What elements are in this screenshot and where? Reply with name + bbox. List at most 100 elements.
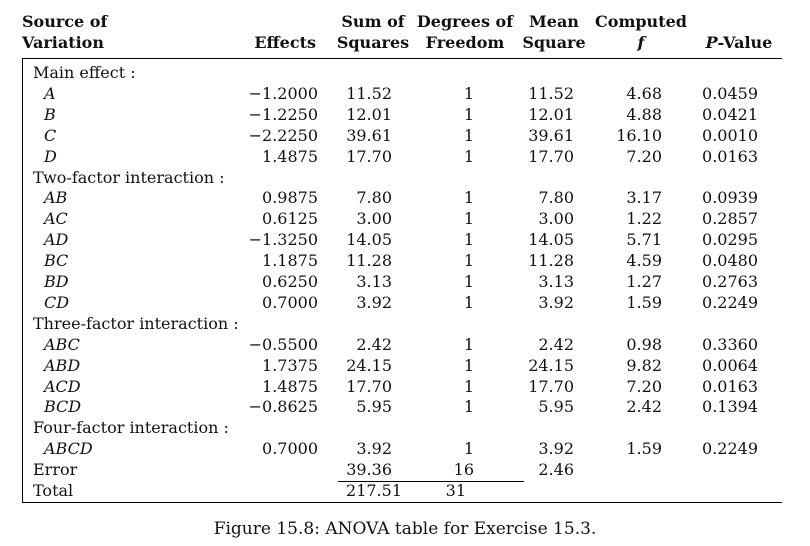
effect-cell: −0.8625 xyxy=(248,397,318,417)
computed-f-cell: 2.42 xyxy=(626,397,662,417)
subtotal-rule xyxy=(338,481,524,482)
mean-square-cell: 7.80 xyxy=(538,188,574,208)
sum-of-squares-cell: 3.92 xyxy=(356,292,392,312)
computed-f-cell: 1.59 xyxy=(626,292,662,312)
mean-square-cell: 24.15 xyxy=(528,355,574,375)
effect-cell: −0.5500 xyxy=(248,334,318,354)
computed-f-cell: 1.22 xyxy=(626,209,662,229)
header-f-line1: Computed xyxy=(595,12,687,31)
error-ss-cell: 39.36 xyxy=(346,460,392,480)
degrees-of-freedom-cell: 1 xyxy=(463,292,474,312)
group-label: Two-factor interaction : xyxy=(33,167,225,187)
sum-of-squares-cell: 12.01 xyxy=(346,104,392,124)
computed-f-cell: 0.98 xyxy=(626,334,662,354)
effect-cell: −1.2000 xyxy=(248,83,318,103)
computed-f-cell: 3.17 xyxy=(626,188,662,208)
degrees-of-freedom-cell: 1 xyxy=(463,272,474,291)
header-ms-line2: Square xyxy=(522,33,586,52)
source-cell: ACD xyxy=(44,376,81,396)
degrees-of-freedom-cell: 1 xyxy=(463,397,474,417)
degrees-of-freedom-cell: 1 xyxy=(463,376,474,396)
source-cell: BD xyxy=(44,272,69,291)
sum-of-squares-cell: 3.00 xyxy=(356,209,392,229)
sum-of-squares-cell: 24.15 xyxy=(346,355,392,375)
sum-of-squares-cell: 11.52 xyxy=(346,83,392,103)
source-cell: ABD xyxy=(44,355,81,375)
degrees-of-freedom-cell: 1 xyxy=(463,125,474,145)
header-ms-line1: Mean xyxy=(529,12,579,31)
header-p-letter: P xyxy=(705,33,718,52)
mean-square-cell: 3.92 xyxy=(538,439,574,459)
header-df-line1: Degrees of xyxy=(416,12,514,31)
mean-square-cell: 11.52 xyxy=(528,83,574,103)
effect-cell: −1.3250 xyxy=(248,230,318,250)
effect-cell: 1.4875 xyxy=(262,376,318,396)
mean-square-cell: 14.05 xyxy=(528,230,574,250)
mean-square-cell: 11.28 xyxy=(528,251,574,271)
effect-cell: 1.4875 xyxy=(262,146,318,166)
error-label: Error xyxy=(33,460,78,480)
header-df-line2: Freedom xyxy=(425,33,505,52)
sum-of-squares-cell: 3.13 xyxy=(356,272,392,291)
computed-f-cell: 7.20 xyxy=(626,376,662,396)
computed-f-cell: 16.10 xyxy=(616,125,662,145)
p-value-cell: 0.2763 xyxy=(702,272,758,291)
sum-of-squares-cell: 14.05 xyxy=(346,230,392,250)
effect-cell: −2.2250 xyxy=(248,125,318,145)
source-cell: AC xyxy=(44,209,68,229)
computed-f-cell: 5.71 xyxy=(626,230,662,250)
effect-cell: 0.7000 xyxy=(262,292,318,312)
p-value-cell: 0.2249 xyxy=(702,439,758,459)
source-cell: BCD xyxy=(44,397,82,417)
computed-f-cell: 1.59 xyxy=(626,439,662,459)
mean-square-cell: 3.92 xyxy=(538,292,574,312)
p-value-cell: 0.0480 xyxy=(702,251,758,271)
sum-of-squares-cell: 2.42 xyxy=(356,334,392,354)
degrees-of-freedom-cell: 1 xyxy=(463,146,474,166)
effect-cell: 1.1875 xyxy=(262,251,318,271)
sum-of-squares-cell: 3.92 xyxy=(356,439,392,459)
effect-cell: 0.6250 xyxy=(262,272,318,291)
header-effects: Effects xyxy=(254,33,316,52)
degrees-of-freedom-cell: 1 xyxy=(463,439,474,459)
header-ss-line2: Squares xyxy=(336,33,410,52)
degrees-of-freedom-cell: 1 xyxy=(463,230,474,250)
computed-f-cell: 4.59 xyxy=(626,251,662,271)
mean-square-cell: 2.42 xyxy=(538,334,574,354)
p-value-cell: 0.2249 xyxy=(702,292,758,312)
figure-caption: Figure 15.8: ANOVA table for Exercise 15… xyxy=(213,519,597,539)
total-df-cell: 31 xyxy=(445,481,466,500)
p-value-cell: 0.0421 xyxy=(702,104,758,124)
sum-of-squares-cell: 7.80 xyxy=(356,188,392,208)
source-cell: CD xyxy=(44,292,70,312)
degrees-of-freedom-cell: 1 xyxy=(463,251,474,271)
degrees-of-freedom-cell: 1 xyxy=(463,209,474,229)
left-rule xyxy=(22,58,23,503)
header-p-value: P-Value xyxy=(696,32,782,53)
header-ss-line1: Sum of xyxy=(341,12,405,31)
effect-cell: 0.9875 xyxy=(262,188,318,208)
mean-square-cell: 17.70 xyxy=(528,146,574,166)
computed-f-cell: 9.82 xyxy=(626,355,662,375)
p-value-cell: 0.1394 xyxy=(702,397,758,417)
p-value-cell: 0.3360 xyxy=(702,334,758,354)
mean-square-cell: 5.95 xyxy=(538,397,574,417)
error-ms-cell: 2.46 xyxy=(538,460,574,480)
sum-of-squares-cell: 11.28 xyxy=(346,251,392,271)
p-value-cell: 0.0939 xyxy=(702,188,758,208)
p-value-cell: 0.0010 xyxy=(702,125,758,145)
source-cell: ABC xyxy=(44,334,80,354)
mean-square-cell: 17.70 xyxy=(528,376,574,396)
p-value-cell: 0.0064 xyxy=(702,355,758,375)
error-df-cell: 16 xyxy=(453,460,474,480)
effect-cell: −1.2250 xyxy=(248,104,318,124)
degrees-of-freedom-cell: 1 xyxy=(463,83,474,103)
bottom-rule xyxy=(22,501,782,503)
degrees-of-freedom-cell: 1 xyxy=(463,355,474,375)
degrees-of-freedom-cell: 1 xyxy=(463,334,474,354)
total-ss-cell: 217.51 xyxy=(346,481,402,500)
source-cell: C xyxy=(44,125,57,145)
effect-cell: 0.7000 xyxy=(262,439,318,459)
sum-of-squares-cell: 5.95 xyxy=(356,397,392,417)
